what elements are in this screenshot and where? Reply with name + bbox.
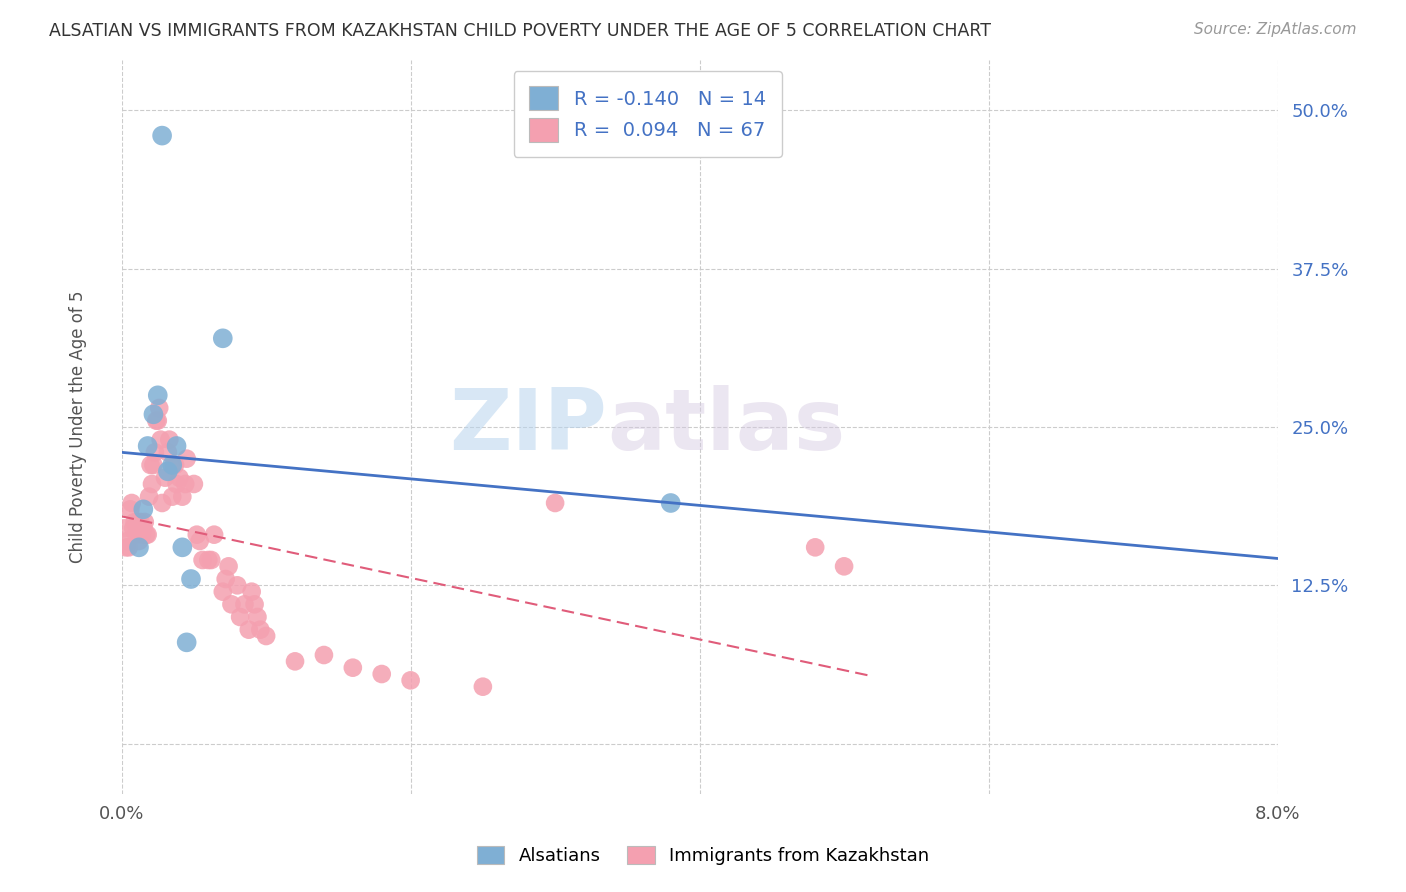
Point [136, 527, 159, 541]
Point [172, 541, 194, 555]
Point [134, 515, 156, 529]
Point [127, 515, 149, 529]
Text: ALSATIAN VS IMMIGRANTS FROM KAZAKHSTAN CHILD POVERTY UNDER THE AGE OF 5 CORRELAT: ALSATIAN VS IMMIGRANTS FROM KAZAKHSTAN C… [49, 22, 991, 40]
Point [211, 331, 233, 345]
Point [544, 496, 567, 510]
Point [153, 470, 176, 484]
Point [174, 477, 197, 491]
Point [218, 559, 240, 574]
Point [215, 572, 238, 586]
Point [233, 598, 256, 612]
Point [211, 584, 233, 599]
Point [832, 559, 855, 574]
Text: Source: ZipAtlas.com: Source: ZipAtlas.com [1194, 22, 1357, 37]
Point [240, 584, 263, 599]
Point [156, 464, 179, 478]
Point [160, 458, 183, 472]
Point [226, 578, 249, 592]
Point [176, 635, 198, 649]
Point [176, 451, 198, 466]
Point [165, 458, 187, 472]
Point [370, 667, 392, 681]
Point [149, 433, 172, 447]
Point [172, 490, 194, 504]
Point [160, 490, 183, 504]
Point [131, 527, 153, 541]
Point [124, 515, 146, 529]
Point [471, 680, 494, 694]
Point [166, 477, 188, 491]
Point [238, 623, 260, 637]
Point [342, 661, 364, 675]
Point [139, 458, 162, 472]
Point [254, 629, 277, 643]
Point [169, 470, 191, 484]
Point [125, 527, 148, 541]
Point [122, 521, 145, 535]
Point [166, 439, 188, 453]
Point [202, 527, 225, 541]
Point [157, 433, 180, 447]
Point [191, 553, 214, 567]
Point [132, 502, 155, 516]
Point [114, 521, 136, 535]
Point [804, 541, 827, 555]
Point [156, 445, 179, 459]
Legend: Alsatians, Immigrants from Kazakhstan: Alsatians, Immigrants from Kazakhstan [470, 838, 936, 872]
Point [115, 541, 138, 555]
Point [243, 598, 266, 612]
Point [129, 515, 152, 529]
Point [284, 654, 307, 668]
Point [188, 534, 211, 549]
Point [200, 553, 222, 567]
Point [138, 490, 160, 504]
Text: ZIP: ZIP [450, 385, 607, 468]
Point [148, 401, 170, 415]
Point [229, 610, 252, 624]
Point [146, 414, 169, 428]
Point [143, 445, 166, 459]
Point [186, 527, 208, 541]
Point [141, 477, 163, 491]
Point [117, 534, 139, 549]
Point [145, 414, 167, 428]
Point [221, 598, 243, 612]
Point [142, 458, 165, 472]
Point [249, 623, 271, 637]
Point [312, 648, 335, 662]
Point [142, 407, 165, 421]
Point [128, 541, 150, 555]
Point [118, 541, 141, 555]
Legend: R = -0.140   N = 14, R =  0.094   N = 67: R = -0.140 N = 14, R = 0.094 N = 67 [513, 70, 782, 157]
Point [197, 553, 219, 567]
Point [132, 521, 155, 535]
Point [150, 496, 173, 510]
Point [150, 128, 173, 143]
Point [128, 534, 150, 549]
Point [246, 610, 269, 624]
Point [135, 527, 157, 541]
Point [180, 572, 202, 586]
Point [136, 439, 159, 453]
Point [146, 388, 169, 402]
Point [163, 458, 186, 472]
Point [399, 673, 422, 688]
Point [121, 496, 143, 510]
Point [183, 477, 205, 491]
Point [659, 496, 682, 510]
Text: atlas: atlas [607, 385, 845, 468]
Point [120, 502, 142, 516]
Text: Child Poverty Under the Age of 5: Child Poverty Under the Age of 5 [69, 291, 87, 563]
